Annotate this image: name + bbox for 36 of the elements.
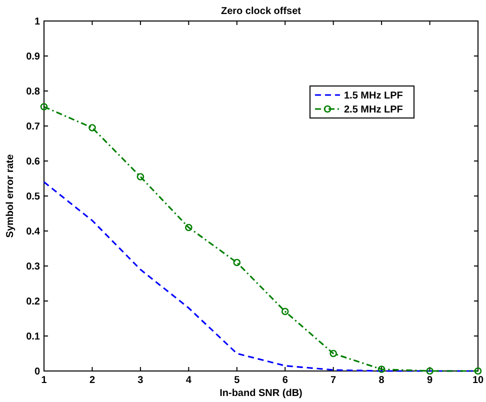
point	[330, 350, 337, 358]
point	[233, 258, 241, 266]
x-tick-label: 1	[41, 375, 48, 386]
point	[88, 124, 96, 132]
point	[40, 103, 48, 110]
point	[474, 367, 482, 375]
legend-label: 2.5 MHz LPF	[344, 104, 403, 116]
x-tick-label: 8	[378, 375, 385, 386]
y-tick-label: 0.8	[26, 86, 40, 98]
y-tick-label: 0.5	[26, 192, 40, 202]
x-tick-label: 7	[330, 375, 337, 386]
point	[378, 366, 386, 373]
x-tick-label: 3	[138, 375, 144, 386]
y-tick-label: 0.1	[26, 332, 40, 342]
x-tick-label: 2	[89, 375, 96, 386]
y-tick-label: 0.7	[26, 122, 40, 132]
point	[136, 173, 144, 180]
x-axis-title: In-band SNR (dB)	[220, 388, 302, 399]
point	[185, 224, 192, 232]
legend-label: 1.5 MHz LPF	[344, 90, 403, 102]
y-tick-label: 0.2	[26, 296, 40, 308]
point	[281, 308, 289, 316]
y-tick-label: 1	[34, 16, 40, 28]
y-tick-label: 0.6	[26, 156, 40, 168]
x-tick-label: 6	[282, 375, 288, 386]
x-tick-label: 5	[234, 375, 240, 386]
y-axis-title: Symbol error rate	[5, 154, 16, 238]
chart-title: Zero clock offset	[220, 6, 302, 17]
x-tick-label: 9	[426, 375, 433, 386]
y-tick-label: 0.3	[26, 262, 40, 272]
x-tick-label: 10	[472, 375, 484, 386]
y-tick-label: 0	[34, 366, 40, 378]
point	[426, 367, 434, 375]
y-tick-label: 0.9	[26, 52, 40, 62]
y-tick-label: 0.4	[26, 226, 40, 238]
x-tick-label: 4	[186, 375, 192, 386]
